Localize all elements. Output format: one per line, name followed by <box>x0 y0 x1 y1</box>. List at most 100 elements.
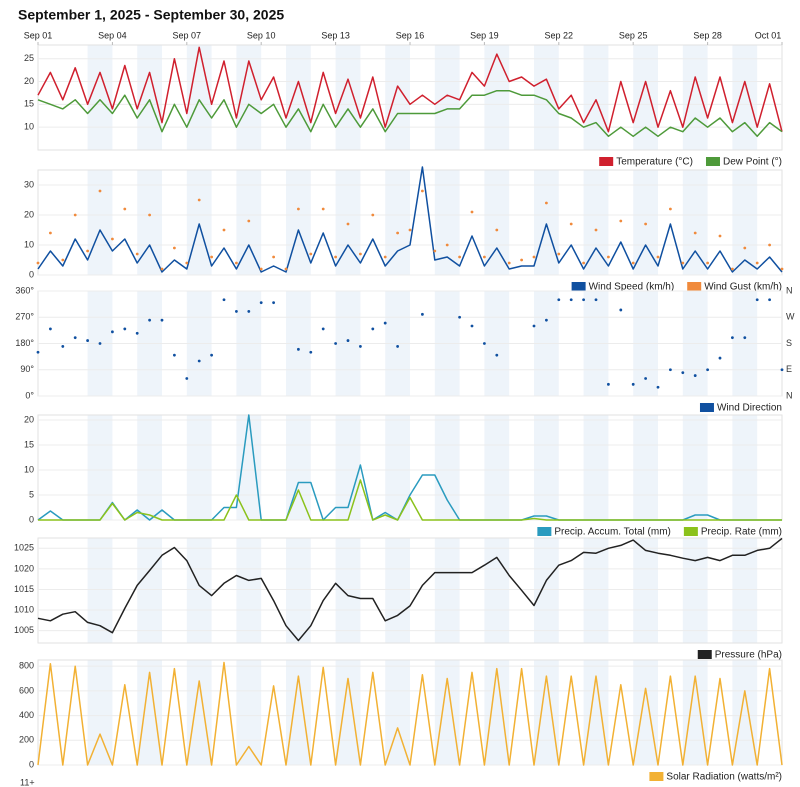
legend-swatch <box>599 157 614 166</box>
shade-band <box>87 660 113 765</box>
shade-band <box>534 415 559 520</box>
data-point <box>470 324 474 328</box>
data-point <box>681 371 685 375</box>
cut-off-label: 11+ <box>20 777 35 787</box>
data-point <box>433 249 437 253</box>
data-point <box>173 246 176 250</box>
legend-label: Wind Direction <box>717 403 782 414</box>
shade-band <box>583 415 609 520</box>
shade-band <box>682 45 708 150</box>
legend-swatch <box>687 282 702 291</box>
data-point <box>173 353 176 357</box>
data-point <box>607 255 610 259</box>
shade-band <box>385 660 410 765</box>
series-line <box>37 89 783 138</box>
series-line <box>37 661 783 766</box>
y-tick-label: 0 <box>29 269 34 279</box>
data-point <box>669 207 672 211</box>
y-tick-label: 20 <box>24 209 34 219</box>
data-point <box>495 353 499 357</box>
data-point <box>49 231 52 235</box>
y-tick-label: 1015 <box>14 584 34 594</box>
shade-band <box>534 538 559 643</box>
data-point <box>297 207 300 211</box>
shade-band <box>732 45 758 150</box>
legend-label: Wind Speed (km/h) <box>589 282 675 293</box>
data-point <box>148 213 152 217</box>
data-point <box>631 261 635 265</box>
data-point <box>36 350 40 354</box>
data-point <box>532 324 536 328</box>
shade-band <box>236 538 262 643</box>
data-point <box>98 342 102 345</box>
data-point <box>160 267 164 271</box>
shade-band <box>583 170 609 275</box>
y-tick-label: 10 <box>24 239 34 249</box>
data-point <box>247 310 251 313</box>
data-point <box>284 267 288 271</box>
data-point <box>644 377 647 380</box>
y2-tick-label: S <box>786 338 792 348</box>
y-tick-label: 20 <box>24 414 34 424</box>
legend-label: Solar Radiation (watts/m²) <box>666 772 782 783</box>
data-point <box>780 267 784 271</box>
y-tick-label: 10 <box>24 122 34 132</box>
shade-band <box>434 45 460 150</box>
shade-band <box>534 170 559 275</box>
data-point <box>185 261 189 265</box>
y-tick-label: 90° <box>20 364 34 374</box>
legend-label: Precip. Rate (mm) <box>701 527 782 538</box>
shade-band <box>186 170 212 275</box>
shade-band <box>682 538 708 643</box>
data-point <box>731 267 734 271</box>
y2-tick-label: W <box>786 312 795 322</box>
data-point <box>309 350 313 354</box>
data-point <box>421 312 424 316</box>
series-line <box>37 166 783 273</box>
x-tick-label: Sep 07 <box>173 30 202 40</box>
data-point <box>582 298 585 302</box>
data-point <box>755 298 759 302</box>
shade-band <box>137 170 162 275</box>
data-point <box>148 318 152 322</box>
data-point <box>706 261 709 265</box>
shade-band <box>484 660 510 765</box>
data-point <box>123 327 127 331</box>
shade-band <box>732 660 758 765</box>
shade-band <box>434 660 460 765</box>
shade-band <box>335 415 361 520</box>
data-point <box>36 261 40 265</box>
data-point <box>656 385 660 389</box>
data-point <box>210 255 214 259</box>
y-tick-label: 400 <box>19 710 34 720</box>
shade-band <box>484 170 510 275</box>
y2-tick-label: N <box>786 285 793 295</box>
data-point <box>545 201 548 205</box>
shade-band <box>286 45 311 150</box>
data-point <box>247 219 251 223</box>
data-point <box>222 228 226 232</box>
data-point <box>507 261 511 265</box>
legend-label: Precip. Accum. Total (mm) <box>554 527 671 538</box>
data-point <box>408 228 412 232</box>
data-point <box>297 347 300 351</box>
shade-band <box>385 538 410 643</box>
series-line <box>37 46 783 133</box>
data-point <box>383 255 387 259</box>
y-tick-label: 20 <box>24 76 34 86</box>
shade-band <box>484 538 510 643</box>
data-point <box>569 222 573 226</box>
x-tick-label: Sep 04 <box>98 30 127 40</box>
y-tick-label: 15 <box>24 99 34 109</box>
data-point <box>86 339 89 342</box>
y-tick-label: 0 <box>29 759 34 769</box>
data-point <box>458 315 461 319</box>
data-point <box>607 382 610 386</box>
shade-band <box>732 415 758 520</box>
legend-swatch <box>699 403 714 412</box>
y-tick-label: 270° <box>15 312 34 322</box>
data-point <box>371 327 375 331</box>
data-point <box>359 252 362 256</box>
data-point <box>160 318 164 322</box>
data-point <box>483 255 486 259</box>
